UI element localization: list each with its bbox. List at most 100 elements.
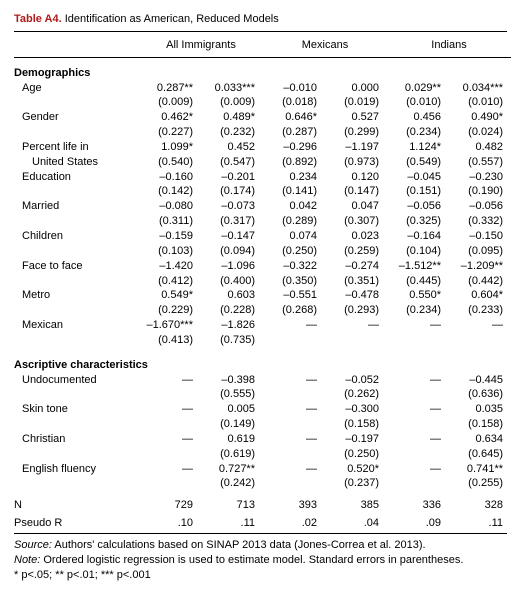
cell-value: (0.547) xyxy=(201,155,263,170)
table-title: Table A4. Identification as American, Re… xyxy=(14,12,507,27)
row-label: Undocumented xyxy=(14,373,139,388)
row-label xyxy=(14,274,139,289)
cell-value: 0.646* xyxy=(263,110,325,125)
cell-value: –0.551 xyxy=(263,288,325,303)
cell-value: (0.973) xyxy=(325,155,387,170)
cell-value: — xyxy=(139,462,201,477)
cell-value: 0.000 xyxy=(325,81,387,96)
cell-value xyxy=(387,476,449,491)
cell-value: (0.250) xyxy=(263,244,325,259)
cell-value: –0.398 xyxy=(201,373,263,388)
cell-value: 0.482 xyxy=(449,140,511,155)
cell-value: (0.151) xyxy=(387,184,449,199)
cell-value: 0.234 xyxy=(263,170,325,185)
cell-value xyxy=(139,476,201,491)
row-label: Pseudo R xyxy=(14,513,139,531)
cell-value: 0.452 xyxy=(201,140,263,155)
row-label: Metro xyxy=(14,288,139,303)
cell-value: –0.045 xyxy=(387,170,449,185)
table-row: (0.103)(0.094)(0.250)(0.259)(0.104)(0.09… xyxy=(14,244,511,259)
cell-value: .10 xyxy=(139,513,201,531)
cell-value xyxy=(325,333,387,348)
cell-value: — xyxy=(263,462,325,477)
cell-value: –1.670*** xyxy=(139,318,201,333)
row-label: United States xyxy=(14,155,139,170)
cell-value xyxy=(139,417,201,432)
cell-value: (0.400) xyxy=(201,274,263,289)
cell-value: –0.164 xyxy=(387,229,449,244)
cell-value: 0.029** xyxy=(387,81,449,96)
cell-value: –0.230 xyxy=(449,170,511,185)
cell-value: –0.478 xyxy=(325,288,387,303)
cell-value: 0.047 xyxy=(325,199,387,214)
cell-value: (0.287) xyxy=(263,125,325,140)
cell-value: 0.490* xyxy=(449,110,511,125)
table-row: Children–0.159–0.1470.0740.023–0.164–0.1… xyxy=(14,229,511,244)
row-label: N xyxy=(14,495,139,513)
cell-value: — xyxy=(139,432,201,447)
table-row: (0.412)(0.400)(0.350)(0.351)(0.445)(0.44… xyxy=(14,274,511,289)
table-row: (0.009)(0.009)(0.018)(0.019)(0.010)(0.01… xyxy=(14,95,511,110)
note-label: Note: xyxy=(14,554,40,566)
cell-value: 0.005 xyxy=(201,402,263,417)
cell-value: –1.420 xyxy=(139,259,201,274)
cell-value: (0.147) xyxy=(325,184,387,199)
cell-value: (0.103) xyxy=(139,244,201,259)
cell-value: 328 xyxy=(449,495,511,513)
table-row: N729713393385336328 xyxy=(14,495,511,513)
cell-value: (0.645) xyxy=(449,447,511,462)
cell-value: (0.158) xyxy=(325,417,387,432)
cell-value: 0.120 xyxy=(325,170,387,185)
table-caption: Identification as American, Reduced Mode… xyxy=(62,13,279,25)
cell-value: (0.445) xyxy=(387,274,449,289)
cell-value: .11 xyxy=(201,513,263,531)
source-text: Authors' calculations based on SINAP 201… xyxy=(52,539,426,551)
cell-value: .09 xyxy=(387,513,449,531)
cell-value: –0.201 xyxy=(201,170,263,185)
cell-value: 0.462* xyxy=(139,110,201,125)
cell-value: 1.099* xyxy=(139,140,201,155)
cell-value xyxy=(139,447,201,462)
cell-value: (0.636) xyxy=(449,387,511,402)
row-label: Christian xyxy=(14,432,139,447)
table-row: (0.242)(0.237)(0.255) xyxy=(14,476,511,491)
cell-value xyxy=(449,333,511,348)
cell-value: –0.296 xyxy=(263,140,325,155)
cell-value: (0.413) xyxy=(139,333,201,348)
cell-value: (0.158) xyxy=(449,417,511,432)
cell-value: (0.442) xyxy=(449,274,511,289)
cell-value: 0.489* xyxy=(201,110,263,125)
table-row: Undocumented—–0.398—–0.052—–0.445 xyxy=(14,373,511,388)
cell-value: –1.209** xyxy=(449,259,511,274)
cell-value: –0.150 xyxy=(449,229,511,244)
row-label: Skin tone xyxy=(14,402,139,417)
cell-value xyxy=(387,447,449,462)
group-header-row: All Immigrants Mexicans Indians xyxy=(14,34,511,57)
col-group-ind: Indians xyxy=(387,34,511,57)
cell-value: (0.234) xyxy=(387,303,449,318)
rule-top xyxy=(14,31,507,32)
cell-value: (0.557) xyxy=(449,155,511,170)
cell-value: –0.445 xyxy=(449,373,511,388)
cell-value: 0.603 xyxy=(201,288,263,303)
cell-value xyxy=(139,387,201,402)
cell-value: 393 xyxy=(263,495,325,513)
table-row: Mexican–1.670***–1.826———— xyxy=(14,318,511,333)
cell-value: –0.274 xyxy=(325,259,387,274)
cell-value: (0.540) xyxy=(139,155,201,170)
row-label: Age xyxy=(14,81,139,96)
source-line: Source: Authors' calculations based on S… xyxy=(14,538,507,553)
section-header: Ascriptive characteristics xyxy=(14,352,511,373)
row-label xyxy=(14,214,139,229)
cell-value: — xyxy=(325,318,387,333)
cell-value: (0.555) xyxy=(201,387,263,402)
cell-value: (0.010) xyxy=(449,95,511,110)
cell-value: (0.104) xyxy=(387,244,449,259)
table-row: United States(0.540)(0.547)(0.892)(0.973… xyxy=(14,155,511,170)
cell-value: (0.019) xyxy=(325,95,387,110)
table-row: Gender0.462*0.489*0.646*0.5270.4560.490* xyxy=(14,110,511,125)
table-row: (0.149)(0.158)(0.158) xyxy=(14,417,511,432)
cell-value: (0.095) xyxy=(449,244,511,259)
cell-value: (0.735) xyxy=(201,333,263,348)
table-row: (0.413)(0.735) xyxy=(14,333,511,348)
